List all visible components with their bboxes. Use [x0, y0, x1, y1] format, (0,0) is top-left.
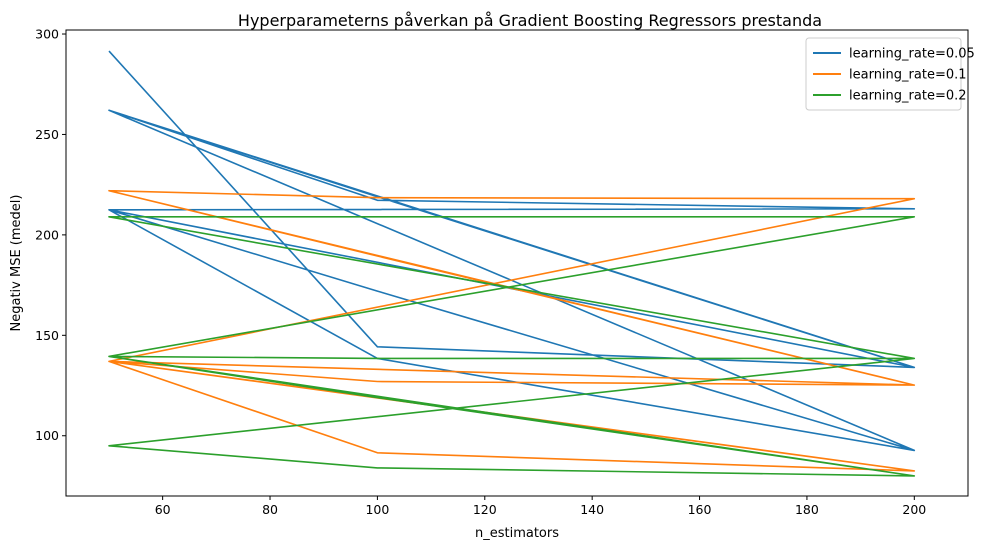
series-line-2 — [108, 216, 916, 477]
x-tick-label: 60 — [155, 502, 171, 517]
chart-title: Hyperparameterns påverkan på Gradient Bo… — [238, 11, 822, 30]
legend-label-2: learning_rate=0.2 — [849, 89, 967, 104]
legend-label-1: learning_rate=0.1 — [849, 68, 967, 83]
x-tick-label: 180 — [795, 502, 819, 517]
x-tick-label: 120 — [473, 502, 497, 517]
plot-frame — [65, 29, 969, 497]
plot-lines — [108, 50, 916, 477]
y-tick-label: 300 — [35, 27, 59, 42]
y-tick-label: 100 — [35, 428, 59, 443]
legend-box — [805, 37, 962, 111]
y-tick-label: 150 — [35, 328, 59, 343]
x-axis-label: n_estimators — [475, 526, 559, 541]
y-axis-label: Negativ MSE (medel) — [9, 195, 24, 332]
legend: learning_rate=0.05 learning_rate=0.1learn… — [805, 37, 975, 111]
x-tick-label: 80 — [262, 502, 278, 517]
y-axis: 100 150 200 250 300 — [35, 27, 66, 443]
x-axis: 60 80 100 120 140 160 180 200 — [155, 496, 926, 517]
y-tick-label: 200 — [35, 227, 59, 242]
x-tick-label: 140 — [580, 502, 604, 517]
y-tick-label: 250 — [35, 127, 59, 142]
legend-label-0: learning_rate=0.05 — [849, 47, 975, 62]
x-tick-label: 160 — [688, 502, 712, 517]
x-tick-label: 200 — [902, 502, 926, 517]
series-line-0 — [108, 50, 916, 452]
x-tick-label: 100 — [365, 502, 389, 517]
